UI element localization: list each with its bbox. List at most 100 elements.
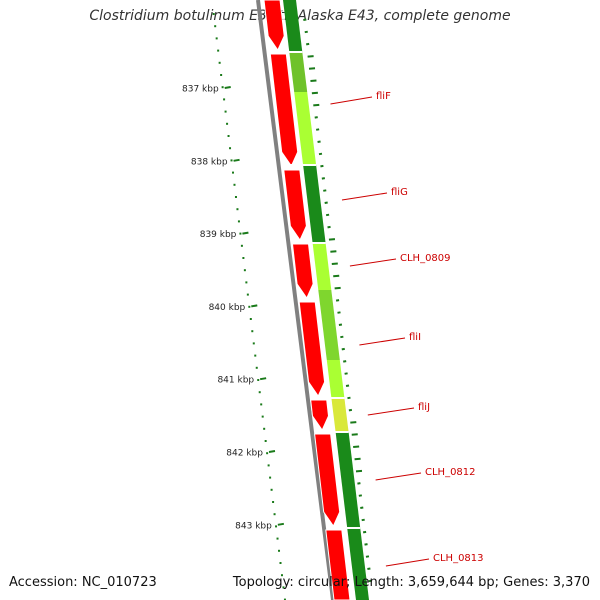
gc-dash <box>345 384 350 387</box>
scale-dot <box>218 61 221 64</box>
gc-dash <box>361 518 365 522</box>
scale-dot <box>234 196 237 198</box>
kbp-tick <box>268 450 276 453</box>
scale-dot <box>257 379 260 381</box>
scale-dot <box>254 354 257 357</box>
gene-label: fliF <box>376 91 391 102</box>
gc-dash <box>368 579 372 583</box>
gc-dash <box>313 103 320 107</box>
gc-dash <box>324 201 328 204</box>
gc-dash <box>328 238 336 241</box>
gc-dash <box>327 225 331 229</box>
cds-arrow <box>325 529 351 600</box>
gc-dash <box>354 457 361 461</box>
gene-label: fliJ <box>418 402 430 413</box>
gc-dash <box>315 128 320 131</box>
genome-stats-text: Topology: circular; Length: 3,659,644 bp… <box>232 575 590 590</box>
scale-dot <box>283 598 286 600</box>
gene-label: CLH_0809 <box>400 253 451 264</box>
gc-content-track <box>273 0 369 600</box>
kbp-tick <box>242 231 249 235</box>
scale-dot <box>245 281 248 284</box>
backbone-line <box>256 0 335 600</box>
gene-label: fliI <box>409 332 421 343</box>
gc-dash <box>357 482 361 485</box>
kbp-label: 842 kbp <box>226 449 263 459</box>
scale-dots <box>212 13 286 600</box>
gene-leader-line <box>367 407 415 416</box>
gc-dash <box>340 335 344 339</box>
gc-dash <box>318 152 323 156</box>
cds-arrow <box>314 433 341 528</box>
gc-dash <box>344 372 348 375</box>
gc-dash <box>331 262 338 265</box>
scale-dot <box>279 562 282 564</box>
gc-block <box>289 52 308 92</box>
scale-dot <box>267 464 270 467</box>
kbp-label: 843 kbp <box>235 521 272 531</box>
scale-dot <box>236 208 239 211</box>
gc-ticks <box>303 18 372 583</box>
gene-leader-line <box>385 558 430 567</box>
cds-arrow <box>298 301 326 398</box>
scale-dot <box>261 415 264 418</box>
gc-dash <box>323 189 327 192</box>
gc-dash <box>304 30 308 34</box>
scale-dot <box>278 549 281 552</box>
scale-dot <box>272 501 275 503</box>
gene-label: CLH_0812 <box>425 467 476 478</box>
scale-dot <box>223 98 226 101</box>
cds-arrow <box>269 53 299 168</box>
scale-dot <box>269 476 272 479</box>
gc-dash <box>362 530 367 534</box>
kbp-tick <box>224 86 231 89</box>
kbp-label: 841 kbp <box>217 376 254 386</box>
scale-dot <box>212 13 215 15</box>
scale-dot <box>233 183 236 186</box>
kbp-label: 840 kbp <box>209 303 246 313</box>
gene-label: fliG <box>391 187 408 198</box>
scale-dot <box>230 159 233 162</box>
gene-leader-line <box>330 96 373 105</box>
scale-dot <box>249 318 252 320</box>
kbp-tick <box>233 158 240 162</box>
gene-label: CLH_0813 <box>433 553 484 564</box>
scale-dot <box>221 86 224 89</box>
scale-dot <box>255 366 258 369</box>
gc-dash <box>303 18 307 21</box>
scale-dot <box>266 452 269 455</box>
gc-dash <box>347 396 351 400</box>
scale-dot <box>260 403 263 406</box>
scale-dot <box>240 244 243 247</box>
scale-dot <box>229 147 232 150</box>
gc-dash <box>353 445 360 448</box>
gc-dash <box>348 408 353 412</box>
gc-dash <box>334 286 341 290</box>
backbone-track <box>256 0 335 600</box>
scale-dot <box>217 49 220 52</box>
gc-dash <box>306 42 310 46</box>
gc-dash <box>314 116 318 119</box>
scale-dot <box>231 171 234 174</box>
gc-dash <box>307 55 314 58</box>
gc-dash <box>338 323 343 326</box>
gc-block <box>347 528 369 600</box>
gc-dash <box>350 421 357 424</box>
scale-dot <box>258 391 261 394</box>
gc-block <box>318 290 340 360</box>
scale-dot <box>270 488 273 491</box>
gc-dash <box>358 494 363 497</box>
kbp-tick <box>277 522 285 526</box>
gc-dash <box>325 213 330 217</box>
gc-block <box>283 0 303 52</box>
gc-dash <box>321 177 326 180</box>
scale-dot <box>237 220 240 223</box>
scale-dot <box>220 74 223 76</box>
map-title: Clostridium botulinum E3 str. Alaska E43… <box>89 8 511 24</box>
gc-block <box>303 165 326 243</box>
kbp-tick <box>259 377 267 381</box>
gc-block <box>294 92 317 165</box>
kbp-label: 839 kbp <box>200 230 237 240</box>
scale-dot <box>242 257 245 259</box>
cds-arrow <box>310 399 330 432</box>
